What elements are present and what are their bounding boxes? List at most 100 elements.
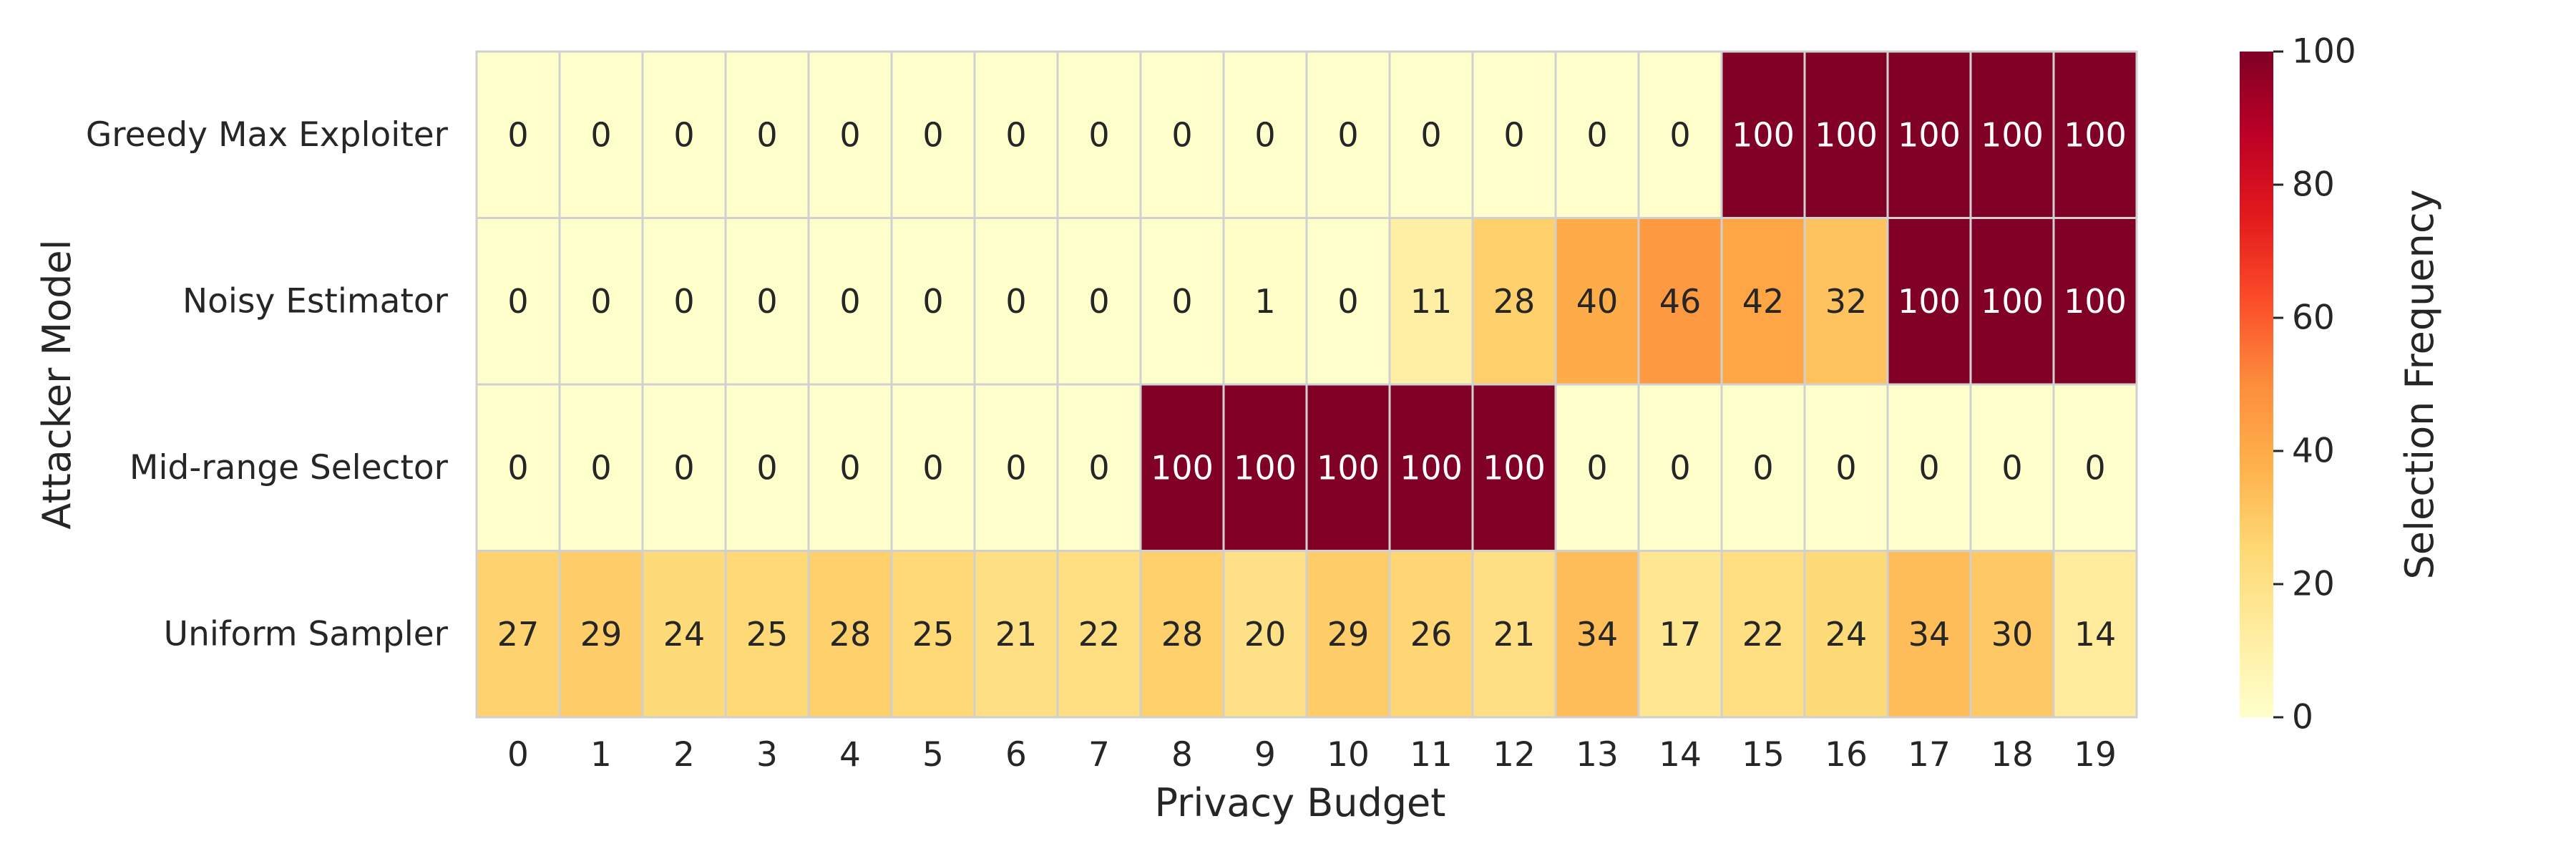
heatmap-cell (1222, 550, 1308, 719)
heatmap-cell (1056, 383, 1142, 552)
cell-value-label: 28 (1493, 282, 1536, 321)
heatmap-cell (1222, 383, 1308, 552)
cell-value-label: 0 (507, 115, 528, 154)
cell-value-label: 0 (756, 115, 777, 154)
cell-value-label: 0 (590, 282, 611, 321)
heatmap-cell (641, 217, 727, 386)
heatmap-cell (2052, 217, 2138, 386)
cell-value-label: 0 (1918, 448, 1939, 487)
cell-value-label: 0 (2084, 448, 2105, 487)
cell-value-label: 100 (1981, 282, 2044, 321)
heatmap-cell (1388, 50, 1474, 219)
cell-value-label: 0 (590, 448, 611, 487)
heatmap-cell (558, 383, 644, 552)
heatmap-cell (973, 383, 1059, 552)
x-tick-label: 3 (756, 735, 778, 775)
heatmap-cell (1969, 550, 2055, 719)
colorbar-title: Selection Frequency (2397, 190, 2442, 580)
cell-value-label: 0 (1669, 448, 1690, 487)
cell-value-label: 14 (2074, 615, 2117, 654)
x-tick-label: 6 (1005, 735, 1027, 775)
y-tick-label: Noisy Estimator (182, 281, 449, 321)
heatmap-cell (1886, 550, 1972, 719)
heatmap-cell (807, 217, 893, 386)
cell-value-label: 0 (673, 448, 694, 487)
cell-value-label: 0 (1586, 448, 1607, 487)
cell-value-label: 0 (1420, 115, 1441, 154)
x-tick-label: 9 (1254, 735, 1276, 775)
x-tick-label: 19 (2074, 735, 2117, 775)
cell-value-label: 0 (839, 115, 860, 154)
x-tick-labels: 0 1 2 3 4 5 6 7 8 9 10 11 12 13 14 15 16 17 18 19 (507, 735, 2117, 775)
heatmap-cell (1969, 217, 2055, 386)
cell-value-label: 0 (1171, 115, 1192, 154)
heatmap-cell (558, 50, 644, 219)
cell-value-label: 0 (1586, 115, 1607, 154)
cell-value-label: 30 (1991, 615, 2034, 654)
heatmap-cell (1056, 50, 1142, 219)
cell-value-label: 0 (673, 282, 694, 321)
heatmap-cell (890, 550, 976, 719)
cell-value-label: 0 (839, 282, 860, 321)
heatmap-cell (1305, 217, 1391, 386)
cell-value-label: 0 (1503, 115, 1524, 154)
heatmap-cell (1471, 550, 1557, 719)
heatmap-cell (1222, 50, 1308, 219)
heatmap-cell (558, 550, 644, 719)
colorbar-tick-label: 40 (2292, 432, 2335, 471)
cell-value-label: 28 (1161, 615, 1204, 654)
cell-value-label: 0 (922, 282, 943, 321)
heatmap-cell (1554, 50, 1640, 219)
cell-value-label: 0 (1005, 115, 1026, 154)
heatmap-cell (641, 50, 727, 219)
x-tick-label: 7 (1088, 735, 1110, 775)
cell-value-label: 0 (1088, 115, 1109, 154)
cell-value-label: 0 (590, 115, 611, 154)
cell-value-label: 100 (1483, 448, 1546, 487)
heatmap-cell (1720, 50, 1806, 219)
cell-value-label: 0 (839, 448, 860, 487)
heatmap-cell (1886, 50, 1972, 219)
heatmap-cell (1803, 217, 1889, 386)
heatmap-cell (724, 550, 810, 719)
cell-value-label: 100 (1400, 448, 1463, 487)
cell-value-label: 100 (1981, 115, 2044, 154)
heatmap-cell (1803, 550, 1889, 719)
heatmap-cell (1637, 383, 1723, 552)
y-tick-label: Mid-range Selector (130, 448, 449, 487)
colorbar-tick-label: 60 (2292, 299, 2335, 338)
heatmap-cell (475, 217, 561, 386)
cell-value-label: 0 (2001, 448, 2022, 487)
cell-value-label: 24 (663, 615, 706, 654)
cell-value-label: 34 (1908, 615, 1951, 654)
y-tick-label: Greedy Max Exploiter (86, 115, 449, 155)
cell-value-label: 0 (1005, 282, 1026, 321)
x-tick-label: 2 (673, 735, 695, 775)
heatmap-cell (1720, 217, 1806, 386)
y-tick-label: Uniform Sampler (164, 614, 449, 654)
cell-value-label: 28 (829, 615, 872, 654)
cell-value-label: 11 (1410, 282, 1453, 321)
heatmap-cell (1720, 550, 1806, 719)
heatmap-cell (1471, 383, 1557, 552)
cell-value-label: 100 (1151, 448, 1214, 487)
colorbar-tick-label: 20 (2292, 565, 2335, 604)
x-tick-label: 4 (839, 735, 861, 775)
heatmap-cell (641, 383, 727, 552)
heatmap-cell (1139, 383, 1225, 552)
x-tick-label: 15 (1742, 735, 1785, 775)
cell-value-label: 22 (1078, 615, 1121, 654)
cell-value-label: 21 (1493, 615, 1536, 654)
heatmap-cell (1139, 550, 1225, 719)
cell-value-label: 0 (1254, 115, 1275, 154)
cell-value-label: 100 (1898, 115, 1961, 154)
heatmap-cell (475, 50, 561, 219)
heatmap-cell (2052, 550, 2138, 719)
heatmap-cell (1305, 383, 1391, 552)
heatmap-cell (890, 50, 976, 219)
cell-value-label: 0 (1337, 115, 1358, 154)
cell-value-label: 0 (1088, 282, 1109, 321)
cell-value-label: 0 (756, 282, 777, 321)
heatmap-cell (1720, 383, 1806, 552)
